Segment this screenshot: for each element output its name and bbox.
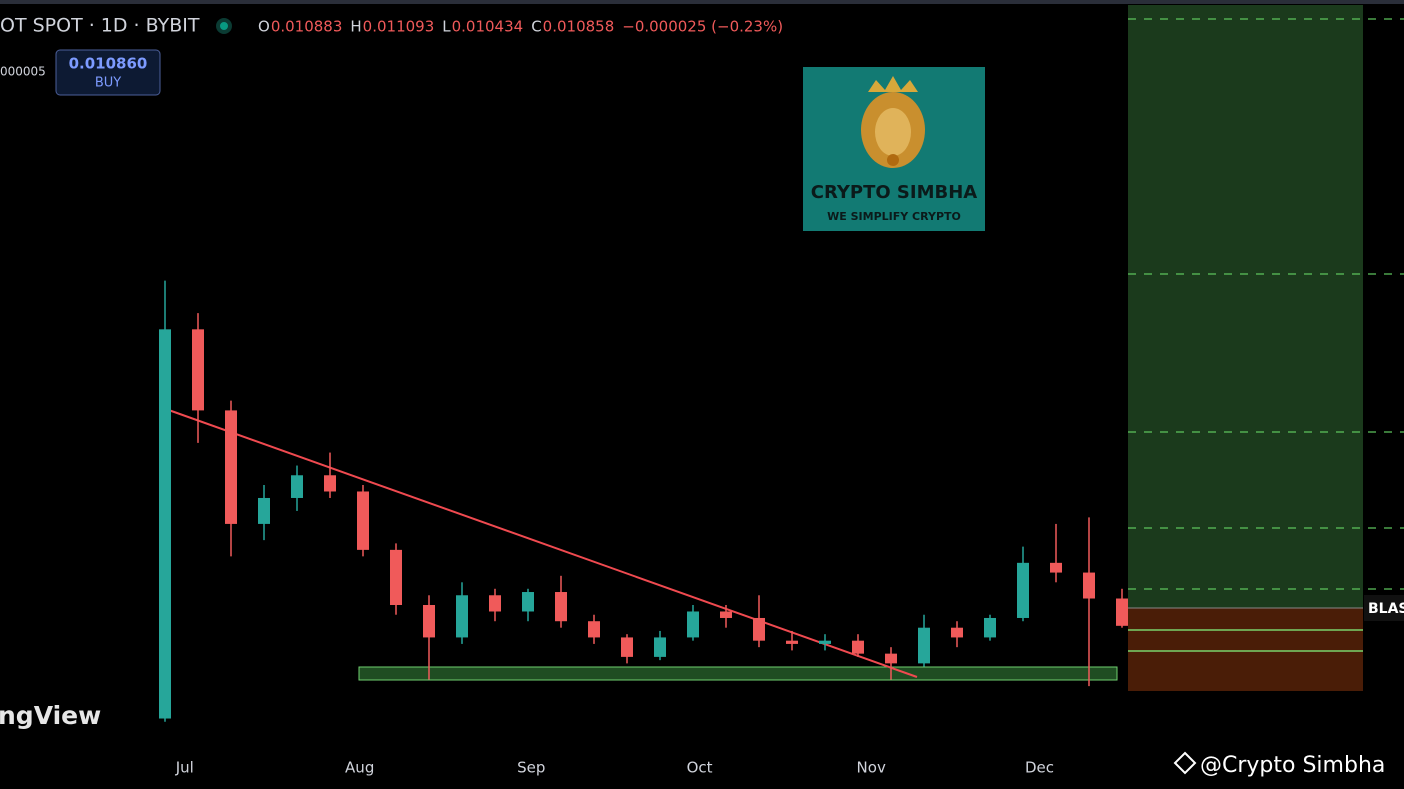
candle-body (753, 617, 765, 641)
support-zone (358, 666, 1118, 681)
buy-price: 0.010860 (69, 55, 148, 73)
x-tick-label: Jul (175, 759, 194, 777)
lion-face (875, 108, 911, 156)
x-tick-label: Aug (345, 759, 374, 777)
candle-body (423, 605, 435, 638)
x-tick-label: Dec (1025, 759, 1054, 777)
candle-body (390, 549, 402, 605)
candle-body (258, 497, 270, 524)
candle-body (819, 640, 831, 644)
candle-body (588, 621, 600, 638)
ohlc-key: H (350, 18, 361, 36)
symbol: OT SPOT · 1D · BYBIT (0, 15, 200, 37)
watermark: ngView (0, 701, 101, 730)
candles (159, 280, 1128, 722)
x-tick-label: Nov (857, 759, 886, 777)
candle-body (654, 637, 666, 657)
candle-body (1116, 598, 1128, 626)
candle-body (918, 627, 930, 664)
candle-body (984, 617, 996, 638)
price-tag-box (1364, 595, 1404, 621)
ohlc-key: C (531, 18, 541, 36)
x-tick-label: Oct (687, 759, 713, 777)
ohlc: O 0.010883 H 0.011093 L 0.010434 C 0.010858 (258, 18, 614, 36)
candle-body (621, 637, 633, 657)
candle-body (1050, 562, 1062, 573)
crown (868, 76, 918, 92)
buy-label: BUY (95, 76, 121, 91)
candle-body (786, 640, 798, 644)
loss-zone (1128, 608, 1363, 691)
candle-body (291, 475, 303, 498)
ohlc-value: 0.011093 (363, 18, 435, 36)
ohlc-value: 0.010858 (543, 18, 615, 36)
profit-zone (1128, 5, 1363, 608)
candle-body (192, 329, 204, 411)
status-dot (216, 18, 232, 34)
candle-body (324, 475, 336, 492)
credit: @Crypto Simbha (1200, 753, 1385, 778)
top-border (0, 0, 1404, 4)
candle-body (1083, 572, 1095, 599)
x-tick-label: Sep (517, 759, 545, 777)
bitcoin-icon (887, 154, 899, 166)
buy-button[interactable] (55, 49, 161, 96)
candle-body (1017, 562, 1029, 618)
ohlc-value: 0.010434 (452, 18, 524, 36)
logo-title: CRYPTO SIMBHA (811, 182, 978, 203)
candle-body (522, 592, 534, 612)
change: −0.000025 (−0.23%) (622, 18, 783, 36)
price-tag: BLAS (1368, 601, 1404, 617)
candle-body (852, 640, 864, 654)
candle-body (687, 611, 699, 638)
spread: 000005 (0, 65, 46, 79)
candle-body (456, 595, 468, 638)
credit-icon (1173, 751, 1197, 775)
candle-body (225, 410, 237, 524)
candle-body (555, 592, 567, 622)
candle-body (357, 491, 369, 550)
logo-tagline: WE SIMPLIFY CRYPTO (827, 210, 961, 223)
ohlc-key: L (442, 18, 451, 36)
candle-body (159, 329, 171, 719)
ohlc-key: O (258, 18, 270, 36)
candle-body (720, 611, 732, 618)
target-lines (1128, 18, 1404, 590)
ohlc-value: 0.010883 (271, 18, 343, 36)
candle-body (885, 653, 897, 664)
trend-line (162, 407, 918, 678)
candle-body (951, 627, 963, 638)
candle-body (489, 595, 501, 612)
